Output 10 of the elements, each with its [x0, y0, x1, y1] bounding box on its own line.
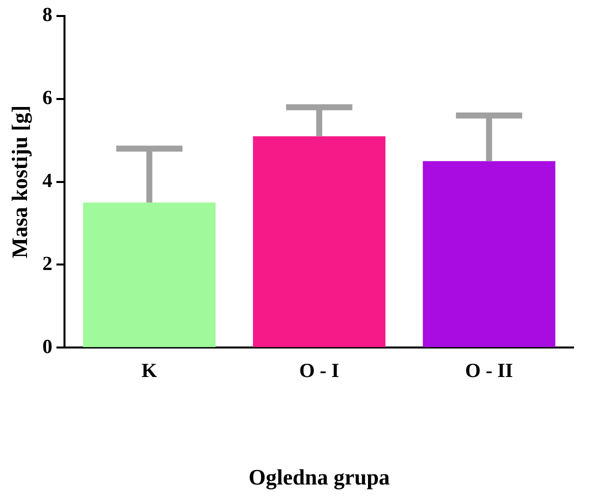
- y-axis-title: Masa kostiju [g]: [6, 105, 32, 258]
- x-tick-label: O - II: [465, 360, 514, 382]
- y-tick-label: 8: [42, 4, 52, 26]
- x-axis-title: Ogledna grupa: [248, 464, 390, 490]
- y-tick-label: 0: [42, 336, 52, 358]
- y-tick-label: 2: [42, 252, 52, 275]
- x-tick-label: O - I: [299, 360, 340, 382]
- x-tick-label: K: [142, 360, 158, 382]
- y-tick-label: 6: [42, 87, 52, 110]
- y-tick-label: 4: [42, 170, 52, 192]
